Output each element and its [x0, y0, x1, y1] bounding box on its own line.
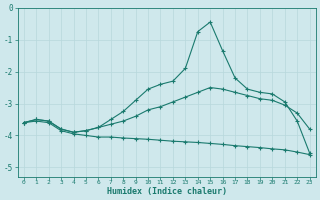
- X-axis label: Humidex (Indice chaleur): Humidex (Indice chaleur): [107, 187, 227, 196]
